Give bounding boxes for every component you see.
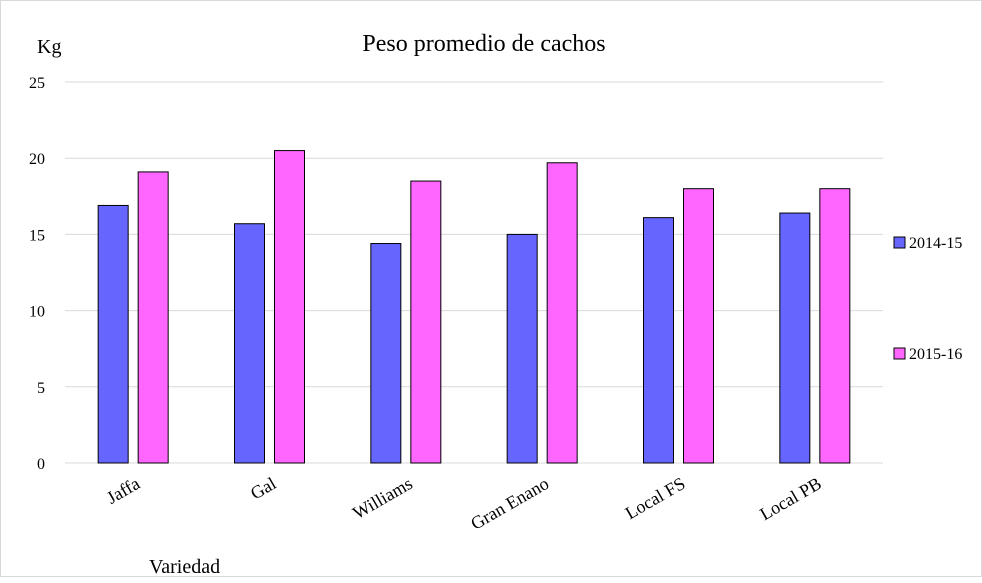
- bar-2015-16-jaffa: [137, 171, 169, 464]
- legend-swatch: [893, 347, 906, 360]
- bar-2014-15-gal: [234, 223, 265, 464]
- y-axis-ticks: 0 5 10 15 20 25: [29, 75, 45, 473]
- gridlines: [65, 81, 883, 464]
- y-axis-label: Kg: [37, 36, 61, 58]
- x-category-label: Jaffa: [103, 473, 143, 508]
- x-category-label: Gran Enano: [467, 473, 552, 534]
- bar-2014-15-gran-enano: [506, 233, 538, 464]
- bars: [97, 150, 851, 464]
- x-category-label: Local PB: [756, 473, 824, 524]
- legend-label: 2014-15: [909, 235, 962, 252]
- x-axis-label: Variedad: [149, 556, 220, 578]
- x-category-label: Local FS: [622, 473, 689, 523]
- bar-2014-15-jaffa: [97, 204, 129, 464]
- bar-2014-15-williams: [370, 243, 402, 464]
- legend-swatch: [893, 236, 906, 249]
- bar-2015-16-gran-enano: [546, 162, 578, 464]
- bar-2015-16-gal: [274, 150, 305, 464]
- bar-2015-16-local-pb: [819, 188, 851, 464]
- legend-label: 2015-16: [909, 346, 962, 363]
- chart-title: Peso promedio de cachos: [362, 31, 605, 57]
- y-tick-label: 25: [29, 75, 45, 92]
- y-tick-label: 10: [29, 304, 45, 321]
- y-tick-label: 0: [37, 456, 45, 473]
- bar-2015-16-local-fs: [683, 188, 714, 464]
- x-axis-categories: Jaffa Gal Williams Gran Enano Local FS Local …: [103, 473, 825, 534]
- x-category-label: Williams: [349, 473, 416, 523]
- bar-2014-15-local-fs: [643, 217, 674, 464]
- legend: 2014-15 2015-16: [893, 235, 962, 363]
- y-tick-label: 15: [29, 227, 45, 244]
- bar-2014-15-local-pb: [779, 212, 811, 464]
- bar-2015-16-williams: [410, 180, 442, 464]
- y-tick-label: 5: [37, 380, 45, 397]
- y-tick-label: 20: [29, 151, 45, 168]
- x-category-label: Gal: [247, 473, 280, 503]
